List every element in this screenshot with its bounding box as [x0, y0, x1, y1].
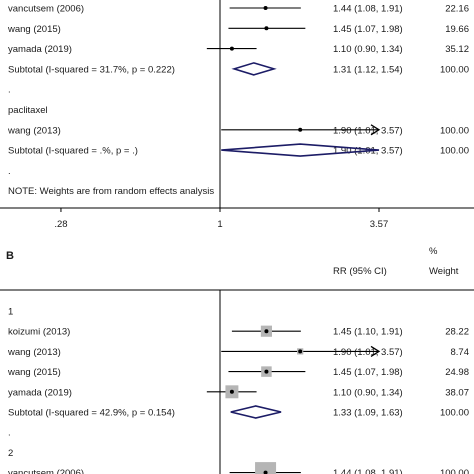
panel-a-row-6-ci-arrow — [370, 124, 381, 136]
panel-b-weight-symbol: % — [429, 246, 438, 257]
panel-a-tick-label-1: 1 — [217, 219, 222, 230]
panel-a-row-3-diamond — [231, 62, 277, 76]
panel-a-row-7-label: Subtotal (I-squared = .%, p = .) — [8, 146, 138, 157]
panel-b-effect-header: RR (95% CI) — [333, 266, 387, 277]
panel-a-tick-label-2: 3.57 — [370, 219, 389, 230]
panel-b-row-2-point — [298, 349, 303, 354]
panel-b-row-3-ci-text: 1.45 (1.07, 1.98) — [333, 367, 403, 378]
panel-b-row-6-label: . — [8, 428, 11, 439]
panel-a-row-9-label: NOTE: Weights are from random effects an… — [8, 186, 214, 197]
panel-a-row-6-weight: 100.00 — [440, 125, 469, 136]
panel-a-row-2-weight: 35.12 — [445, 44, 469, 55]
panel-b-row-1-weight: 28.22 — [445, 327, 469, 338]
panel-b-row-8-weight-box — [255, 462, 277, 474]
panel-b-row-2-ci-text: 1.90 (1.01, 3.57) — [333, 347, 403, 358]
panel-b-row-3-point — [264, 369, 269, 374]
panel-a-row-4-label: . — [8, 85, 11, 96]
panel-b-row-8-weight: 100.00 — [440, 468, 469, 474]
panel-b-row-8-ci-text: 1.44 (1.08, 1.91) — [333, 468, 403, 474]
panel-a-row-8-label: . — [8, 166, 11, 177]
panel-b-row-1-point — [264, 329, 269, 334]
panel-b-row-8-point — [263, 470, 268, 474]
panel-a-row-1-weight: 19.66 — [445, 24, 469, 35]
panel-b-row-4-point — [229, 389, 234, 394]
panel-a-row-0-point — [263, 6, 268, 10]
panel-b-row-7-label: 2 — [8, 448, 13, 459]
forest-panel-b: B % RR (95% CI) Weight 1 koizumi (2013) 1.45 (… — [0, 246, 474, 474]
panel-a-row-6-label: wang (2013) — [7, 125, 61, 136]
panel-b-row-2-weight: 8.74 — [451, 347, 470, 358]
panel-b-weight-header: Weight — [429, 266, 459, 277]
panel-a-row-6-point — [298, 127, 303, 132]
panel-a-row-0-weight: 22.16 — [445, 4, 469, 15]
panel-b-row-2-label: wang (2013) — [7, 347, 61, 358]
panel-a-row-7-diamond — [221, 143, 380, 157]
panel-a-row-7-weight: 100.00 — [440, 146, 469, 157]
panel-a-row-5-label: paclitaxel — [8, 105, 48, 116]
panel-a-row-2-label: yamada (2019) — [8, 44, 72, 55]
panel-b-row-5-ci-text: 1.33 (1.09, 1.63) — [333, 408, 403, 419]
panel-a-row-3-weight: 100.00 — [440, 64, 469, 75]
panel-a-row-3-label: Subtotal (I-squared = 31.7%, p = 0.222) — [8, 64, 175, 75]
panel-b-row-5-weight: 100.00 — [440, 408, 469, 419]
panel-b-row-4-weight: 38.07 — [445, 387, 469, 398]
panel-b-row-3-label: wang (2015) — [7, 367, 61, 378]
panel-a-row-2-ci-text: 1.10 (0.90, 1.34) — [333, 44, 403, 55]
panel-b-row-2-ci-arrow — [370, 345, 381, 357]
panel-a-row-1-label: wang (2015) — [7, 24, 61, 35]
panel-a-row-3-ci-text: 1.31 (1.12, 1.54) — [333, 64, 403, 75]
panel-b-row-4-ci-text: 1.10 (0.90, 1.34) — [333, 387, 403, 398]
panel-b-row-8-label: vancutsem (2006) — [8, 468, 84, 474]
panel-b-row-3-weight: 24.98 — [445, 367, 469, 378]
panel-a-row-6-ci-text: 1.90 (1.01, 3.57) — [333, 125, 403, 136]
panel-a-row-0-ci-text: 1.44 (1.08, 1.91) — [333, 4, 403, 15]
panel-a-row-1-ci-text: 1.45 (1.07, 1.98) — [333, 24, 403, 35]
panel-b-row-5-diamond — [230, 405, 282, 419]
panel-a-row-1-point — [264, 26, 269, 31]
panel-a-row-0-label: vancutsem (2006) — [8, 4, 84, 15]
panel-b-row-1-ci-text: 1.45 (1.10, 1.91) — [333, 327, 403, 338]
forest-panel-a: vancutsem (2006) 1.44 (1.08, 1.91) 22.16 wa… — [0, 0, 474, 230]
panel-b-row-1-label: koizumi (2013) — [8, 327, 70, 338]
panel-a-tick-label-0: .28 — [54, 219, 67, 230]
panel-a-row-2-point — [229, 46, 234, 51]
panel-b-row-5-label: Subtotal (I-squared = 42.9%, p = 0.154) — [8, 408, 175, 419]
panel-b-row-4-label: yamada (2019) — [8, 387, 72, 398]
panel-b-label: B — [6, 250, 14, 262]
panel-b-row-0-label: 1 — [8, 307, 13, 318]
